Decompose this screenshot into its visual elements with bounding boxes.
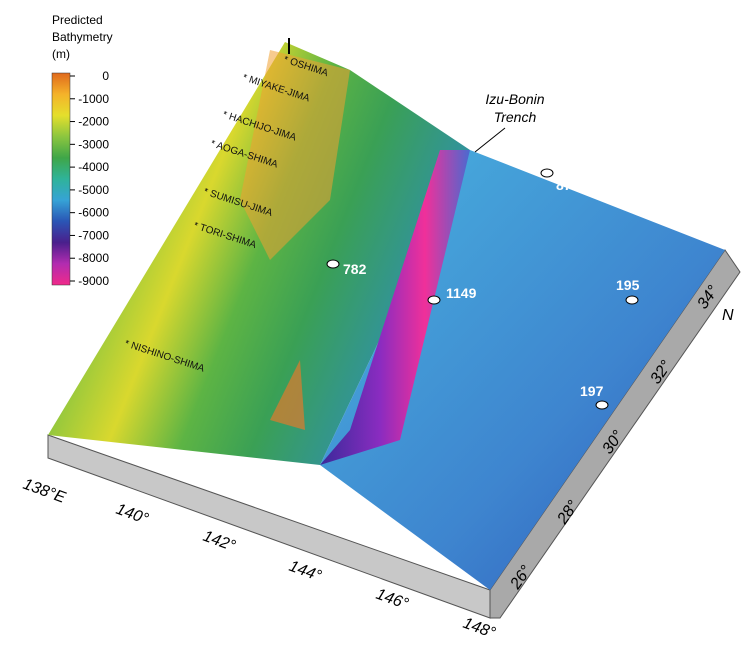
legend-tick-label: -9000 — [78, 274, 109, 288]
legend-title: Predicted — [52, 13, 103, 27]
site-label: 195 — [616, 277, 640, 293]
arc-surface — [48, 42, 470, 465]
legend-title: Bathymetry — [52, 30, 113, 44]
trench-label: Izu-Bonin — [485, 91, 544, 107]
legend-tick-label: -3000 — [78, 137, 109, 151]
ridge-high — [240, 50, 350, 260]
site-marker — [595, 400, 609, 410]
site-marker — [540, 168, 554, 178]
lon-label: 140° — [114, 501, 151, 528]
legend-tick-label: -6000 — [78, 206, 109, 220]
lon-label: 144° — [287, 558, 324, 585]
lat-unit: N — [722, 307, 734, 324]
lon-label: 138°E — [21, 476, 68, 507]
site-marker — [326, 259, 340, 269]
legend-tick-label: 0 — [102, 69, 109, 83]
legend-bar — [51, 72, 71, 286]
legend-tick-label: -2000 — [78, 115, 109, 129]
legend-tick-label: -5000 — [78, 183, 109, 197]
seamount — [270, 360, 305, 430]
lon-label: 148° — [461, 615, 498, 642]
lon-label: 146° — [374, 586, 411, 613]
site-label: 1149 — [446, 285, 477, 301]
legend-title: (m) — [52, 47, 70, 61]
legend-tick-label: -7000 — [78, 228, 109, 242]
legend-ticks: 0 -1000 -2000 -3000 -4000 -5000 -6000 -7000 -800… — [70, 69, 109, 288]
site-marker — [427, 295, 441, 305]
legend-tick-label: -8000 — [78, 251, 109, 265]
site-marker — [625, 295, 639, 305]
trench — [320, 150, 470, 465]
trench-arrow — [474, 127, 506, 153]
legend-tick-label: -4000 — [78, 160, 109, 174]
site-label: 197 — [580, 383, 604, 399]
lon-label: 142° — [201, 528, 238, 555]
legend-tick-label: -1000 — [78, 92, 109, 106]
trench-label: Trench — [494, 109, 537, 125]
site-label: 782 — [343, 261, 367, 277]
site-label: 879 — [556, 177, 580, 193]
